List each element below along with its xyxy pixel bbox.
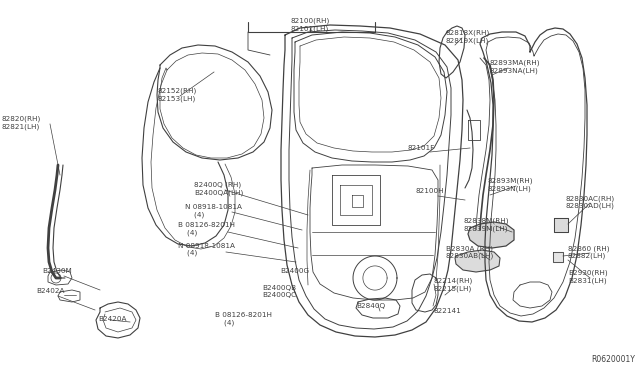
Text: B2830A (RH)
82830AB(LH): B2830A (RH) 82830AB(LH) xyxy=(446,245,494,259)
Text: 82818X(RH)
82819X(LH): 82818X(RH) 82819X(LH) xyxy=(445,30,489,44)
Text: B2430M: B2430M xyxy=(42,268,72,274)
Text: B2400QB
B2400QC: B2400QB B2400QC xyxy=(262,285,296,298)
Text: 822141: 822141 xyxy=(434,308,461,314)
Text: N 08918-1081A
    (4): N 08918-1081A (4) xyxy=(185,204,242,218)
Text: 82830AC(RH)
82830AD(LH): 82830AC(RH) 82830AD(LH) xyxy=(566,195,615,209)
Text: 82820(RH)
82821(LH): 82820(RH) 82821(LH) xyxy=(2,116,41,130)
Polygon shape xyxy=(468,222,514,248)
Polygon shape xyxy=(554,218,568,232)
Text: 82214(RH)
82215(LH): 82214(RH) 82215(LH) xyxy=(434,278,473,292)
Text: B2400G: B2400G xyxy=(280,268,309,274)
Text: R0620001Y: R0620001Y xyxy=(591,355,635,364)
Text: 82101F: 82101F xyxy=(408,145,435,151)
Text: 82152(RH)
82153(LH): 82152(RH) 82153(LH) xyxy=(158,88,197,102)
Text: 82893M(RH)
82893N(LH): 82893M(RH) 82893N(LH) xyxy=(488,178,534,192)
Text: B2420A: B2420A xyxy=(98,316,127,322)
Text: 82400Q (RH)
B2400QA(LH): 82400Q (RH) B2400QA(LH) xyxy=(194,182,243,196)
Text: B2840Q: B2840Q xyxy=(356,303,385,309)
Text: N 08918-1081A
    (4): N 08918-1081A (4) xyxy=(178,243,235,257)
Text: B 08126-8201H
    (4): B 08126-8201H (4) xyxy=(215,312,272,326)
Polygon shape xyxy=(553,252,563,262)
Text: 82893MA(RH)
82893NA(LH): 82893MA(RH) 82893NA(LH) xyxy=(490,60,541,74)
Text: 82100(RH)
82101(LH): 82100(RH) 82101(LH) xyxy=(291,18,330,32)
Text: B2930(RH)
B2831(LH): B2930(RH) B2831(LH) xyxy=(568,270,607,284)
Text: 82860 (RH)
82882(LH): 82860 (RH) 82882(LH) xyxy=(568,245,609,259)
Text: 82100H: 82100H xyxy=(415,188,444,194)
Text: 82838M(RH)
82839M(LH): 82838M(RH) 82839M(LH) xyxy=(464,218,509,232)
Text: B2402A: B2402A xyxy=(36,288,65,294)
Polygon shape xyxy=(455,250,500,272)
Text: B 08126-8201H
    (4): B 08126-8201H (4) xyxy=(178,222,235,235)
